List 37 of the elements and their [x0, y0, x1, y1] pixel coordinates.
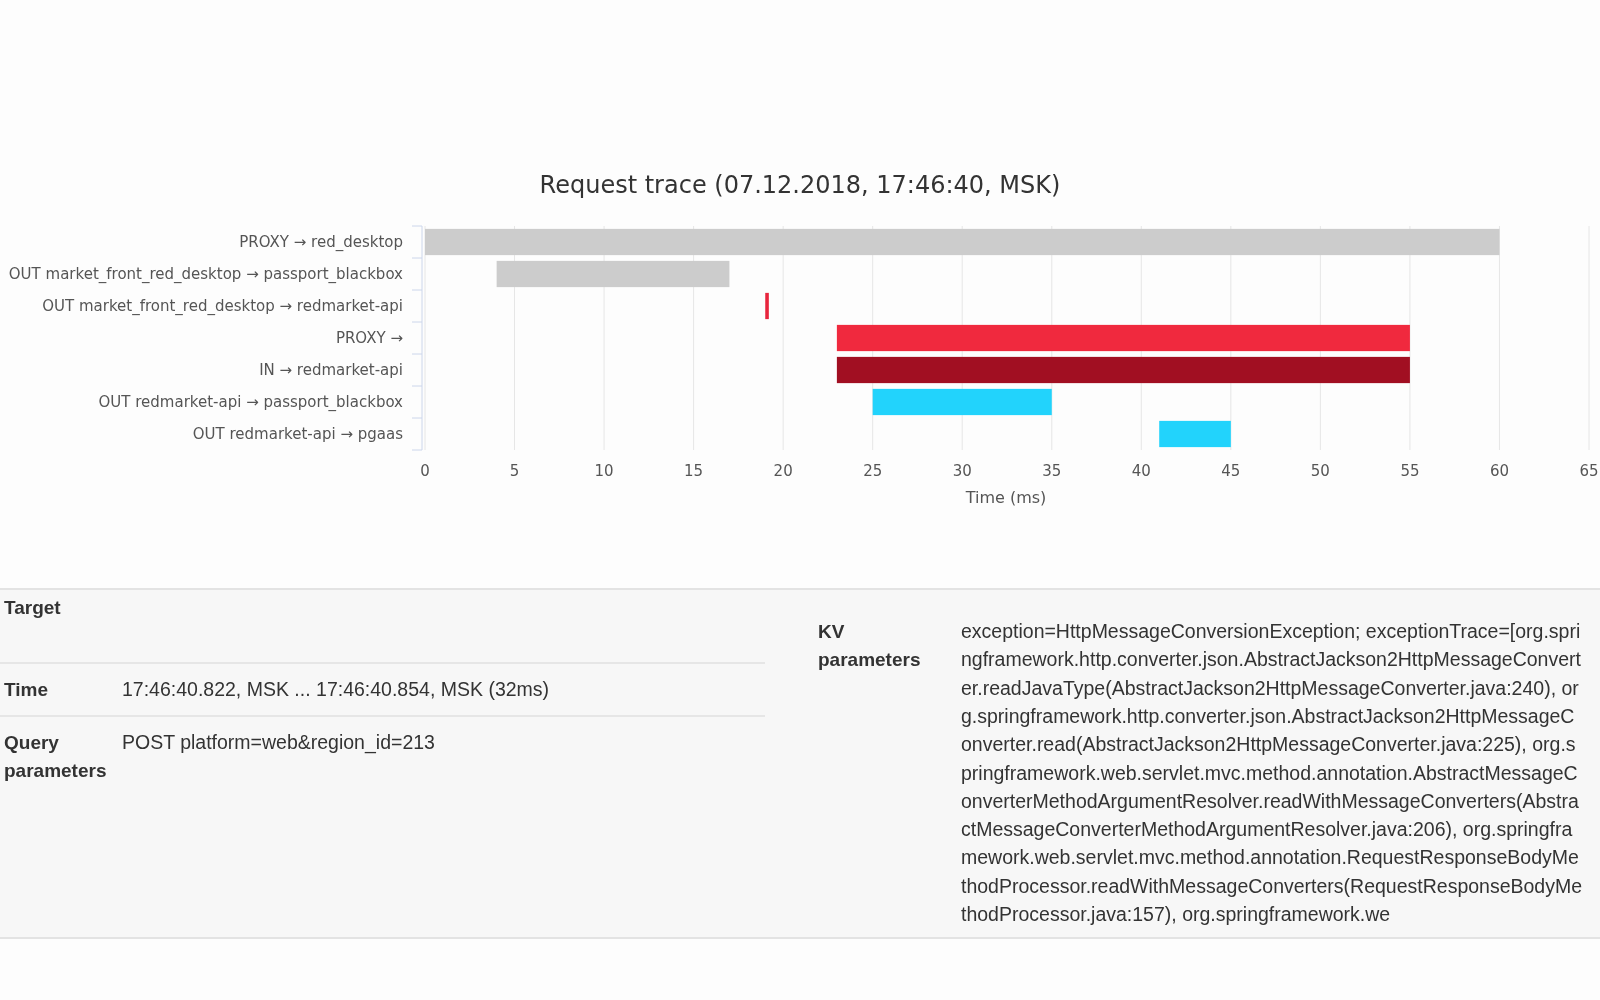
y-tick-label: IN → redmarket-api	[259, 361, 403, 380]
text: Target	[4, 597, 62, 618]
text: POST platform=web&region_id=213	[122, 731, 435, 754]
x-axis-title: Time (ms)	[964, 488, 1047, 507]
bar	[765, 292, 769, 320]
x-tick-label: 55	[1400, 462, 1420, 480]
text: Query parameters	[4, 732, 107, 782]
text: 17:46:40.822, MSK ... 17:46:40.854, MSK (32ms)	[122, 678, 550, 700]
y-tick-label: OUT market_front_red_desktop → redmarket-api	[42, 297, 403, 317]
y-tick-label: PROXY → red_desktop	[239, 233, 403, 253]
bar	[1159, 420, 1231, 448]
bar	[425, 228, 1500, 256]
x-tick-label: 0	[420, 462, 430, 480]
text: Time	[4, 679, 49, 700]
x-tick-label: 25	[863, 462, 883, 480]
x-tick-label: 15	[684, 462, 704, 480]
x-tick-label: 40	[1131, 462, 1151, 480]
bar	[836, 324, 1410, 352]
chart-title: Request trace (07.12.2018, 17:46:40, MSK)	[539, 171, 1061, 199]
x-tick-label: 65	[1579, 462, 1599, 480]
x-tick-label: 60	[1489, 462, 1510, 480]
x-tick-label: 20	[773, 462, 793, 480]
bar	[872, 388, 1052, 416]
y-tick-label: PROXY →	[335, 329, 403, 348]
x-tick-label: 45	[1221, 462, 1241, 480]
x-tick-label: 10	[594, 462, 614, 480]
x-tick-label: 50	[1310, 462, 1330, 480]
bar	[836, 356, 1410, 384]
y-tick-label: OUT market_front_red_desktop → passport_blackbox	[8, 265, 404, 285]
text: KV parameters	[818, 621, 921, 671]
x-tick-label: 5	[509, 462, 520, 480]
y-tick-label: OUT redmarket-api → passport_blackbox	[98, 393, 404, 413]
y-tick-label: OUT redmarket-api → pgaas	[192, 425, 404, 444]
x-tick-label: 35	[1042, 462, 1062, 480]
text: exception=HttpMessageConversionException; exceptionTrace=[org.springframework.http.converter.json.AbstractJackson2HttpMessageConverter.readJavaType(AbstractJackson2HttpMessageConverter.java:240), org.springframework.http.converter.json.AbstractJackson2HttpMessageConverter.read(AbstractJackson2HttpMessageConverter.java:225), org.springframework.web.servlet.mvc.method.annotation.AbstractMessageConverterMethodArgumentResolver.readWithMessageConverters(AbstractMessageConverterMethodArgumentResolver.java:206), org.springframework.web.servlet.mvc.method.annotation.RequestResponseBodyMethodProcessor.readWithMessageConverters(RequestResponseBodyMethodProcessor.java:157), org.springframework.we	[961, 620, 1583, 925]
x-tick-label: 30	[952, 462, 972, 480]
bar	[496, 260, 730, 288]
